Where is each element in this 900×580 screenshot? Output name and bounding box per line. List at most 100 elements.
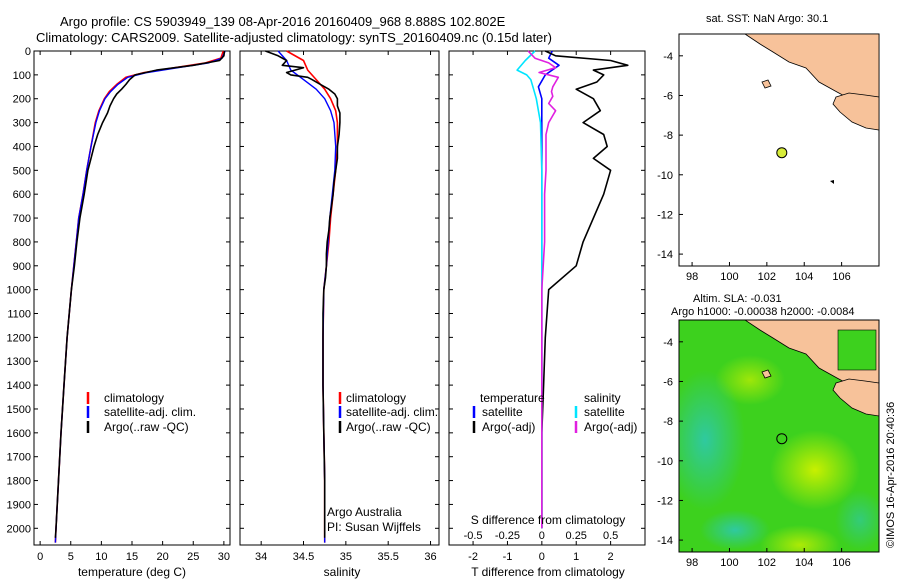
sla-map-ticks: 98 100 102 104 106 -4 -6 -8 -10 -12 -14 xyxy=(657,337,851,569)
x-tick-label: -2 xyxy=(468,551,478,563)
small-island xyxy=(830,180,834,184)
difference-from-climatology-temperature-argo-adj-line xyxy=(540,50,629,529)
sla-green-inland xyxy=(837,329,877,371)
sla-map-title-1: Altim. SLA: -0.031 xyxy=(693,293,782,305)
salinity-ticks: 34 34.5 35 35.5 36 xyxy=(240,50,439,563)
x-tick-label: 10 xyxy=(95,551,107,563)
difference-ticks: -2 -1 0 1 2 -0.5 -0.25 0 0.25 0.5 xyxy=(449,50,645,563)
x-tick-label: 36 xyxy=(424,551,436,563)
argo-australia-label: Argo Australia xyxy=(327,505,402,519)
depth-tick-label: 1800 xyxy=(7,476,31,488)
salinity-legend: climatology satellite-adj. clim. Argo(..… xyxy=(338,391,438,434)
x-tick-label: 15 xyxy=(126,551,138,563)
depth-tick-label: 100 xyxy=(13,70,31,82)
lon-tick-label: 106 xyxy=(832,271,850,283)
sst-map-title: sat. SST: NaN Argo: 30.1 xyxy=(706,13,828,25)
lon-tick-label: 100 xyxy=(720,271,738,283)
sla-java-landmass xyxy=(832,378,879,417)
lat-tick-label: -12 xyxy=(657,209,673,221)
legend-temp-argo-label: Argo(-adj) xyxy=(482,420,535,434)
enggano-island xyxy=(761,79,772,89)
x-tick-label: 1 xyxy=(573,551,579,563)
salinity-panel: 34 34.5 35 35.5 36 salinity climatology sate… xyxy=(239,50,440,579)
salinity-profile-climatology-line xyxy=(286,50,339,543)
x-tick-label: -1 xyxy=(503,551,513,563)
x-tick-label: 35.5 xyxy=(377,551,398,563)
sla-map-frame xyxy=(678,319,880,553)
depth-tick-label: 1200 xyxy=(7,332,31,344)
difference-from-climatology-salinity-satellite-line xyxy=(516,50,543,529)
x-tick-label: 2 xyxy=(608,551,614,563)
lat-tick-label: -14 xyxy=(657,535,673,547)
lon-tick-label: 102 xyxy=(758,271,776,283)
s-diff-tick-label: 0.5 xyxy=(603,530,618,542)
s-diff-tick-label: 0.25 xyxy=(566,530,587,542)
sst-map-land xyxy=(743,33,880,184)
title-line-2: Climatology: CARS2009. Satellite-adjuste… xyxy=(36,30,552,45)
temperature-series xyxy=(54,50,226,543)
depth-tick-label: 900 xyxy=(13,261,31,273)
difference-panel: -2 -1 0 1 2 -0.5 -0.25 0 0.25 0.5 S difference fr… xyxy=(448,50,646,579)
sla-anomaly-low-2 xyxy=(700,510,770,550)
difference-series xyxy=(516,50,629,529)
depth-tick-label: 1300 xyxy=(7,356,31,368)
sst-map-panel: sat. SST: NaN Argo: 30.1 98 100 102 104 106 -… xyxy=(657,13,880,283)
x-tick-label: 20 xyxy=(157,551,169,563)
legend-salinity-header: salinity xyxy=(584,391,621,405)
imos-credit: ©IMOS 16-Apr-2016 20:40:36 xyxy=(885,402,897,548)
x-tick-label: 0 xyxy=(37,551,43,563)
temperature-xlabel: temperature (deg C) xyxy=(78,565,186,579)
legend-satellite-label: satellite-adj. clim. xyxy=(104,405,196,419)
lon-tick-label: 104 xyxy=(795,557,813,569)
x-tick-label: 34.5 xyxy=(293,551,314,563)
depth-tick-label: 300 xyxy=(13,118,31,130)
depth-tick-label: 1600 xyxy=(7,428,31,440)
depth-tick-label: 800 xyxy=(13,237,31,249)
x-tick-label: 5 xyxy=(68,551,74,563)
x-tick-label: 30 xyxy=(218,551,230,563)
depth-tick-label: 400 xyxy=(13,141,31,153)
legend-satellite-label: satellite-adj. clim. xyxy=(346,405,438,419)
depth-tick-label: 1100 xyxy=(7,309,31,321)
lat-tick-label: -6 xyxy=(663,90,673,102)
argo-float-marker-sla xyxy=(776,433,788,445)
x-tick-label: 25 xyxy=(187,551,199,563)
sst-map-ticks: 98 100 102 104 106 -4 -6 -8 -10 -12 -14 xyxy=(657,51,851,283)
lat-tick-label: -14 xyxy=(657,249,673,261)
sumatra-landmass xyxy=(743,33,880,101)
temperature-profile-satellite-adj-clim-line xyxy=(54,50,226,543)
lat-tick-label: -8 xyxy=(663,130,673,142)
x-tick-label: 0 xyxy=(539,551,545,563)
legend-sal-satellite-label: satellite xyxy=(584,405,625,419)
lat-tick-label: -12 xyxy=(657,495,673,507)
temperature-profile-argo-line xyxy=(54,50,226,538)
lon-tick-label: 104 xyxy=(795,271,813,283)
depth-tick-label: 2000 xyxy=(7,523,31,535)
depth-tick-label: 1500 xyxy=(7,404,31,416)
lat-tick-label: -6 xyxy=(663,376,673,388)
salinity-profile-argo-line xyxy=(265,50,341,538)
depth-tick-label: 700 xyxy=(13,213,31,225)
s-diff-tick-label: -0.25 xyxy=(495,530,520,542)
depth-tick-label: 1000 xyxy=(7,285,31,297)
sla-anomaly-low-3 xyxy=(835,490,879,550)
lon-tick-label: 100 xyxy=(720,557,738,569)
difference-from-climatology-salinity-argo-adj-line xyxy=(527,50,560,529)
legend-argo-label: Argo(..raw -QC) xyxy=(346,420,431,434)
legend-temp-satellite-label: satellite xyxy=(482,405,523,419)
x-tick-label: 34 xyxy=(255,551,267,563)
s-diff-tick-label: -0.5 xyxy=(464,530,483,542)
lat-tick-label: -4 xyxy=(663,51,673,63)
lon-tick-label: 98 xyxy=(686,557,698,569)
legend-temperature-header: temperature xyxy=(480,391,545,405)
salinity-profile-satellite-adj-clim-line xyxy=(277,50,337,543)
s-diff-tick-label: 0 xyxy=(539,530,545,542)
depth-tick-label: 600 xyxy=(13,189,31,201)
legend-climatology-label: climatology xyxy=(104,391,164,405)
sla-map-panel: Altim. SLA: -0.031 Argo h1000: -0.00038 … xyxy=(657,293,880,569)
salinity-series xyxy=(265,50,341,543)
salinity-axes-frame xyxy=(239,50,440,546)
lat-tick-label: -10 xyxy=(657,170,673,182)
temperature-profile-climatology-line xyxy=(54,50,225,543)
